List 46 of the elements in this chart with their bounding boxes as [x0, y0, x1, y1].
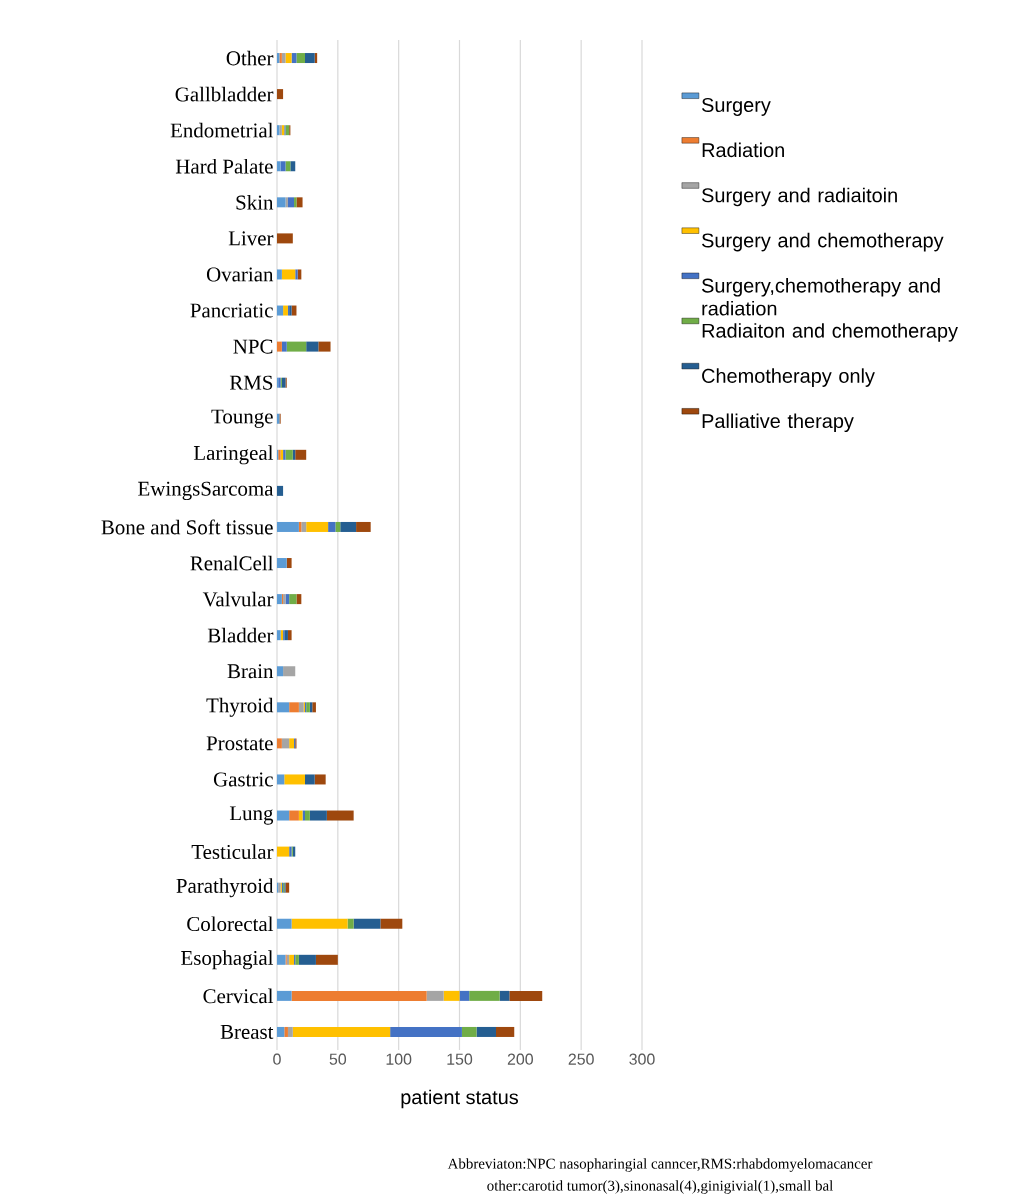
y-tick-label: RMS [229, 375, 273, 390]
legend-label: Palliative therapy [702, 413, 854, 433]
y-tick-label: Gastric [213, 772, 273, 787]
legend-label: Chemotherapy only [702, 368, 875, 387]
x-axis-title: patient status [401, 1089, 519, 1109]
y-tick-label: Cervical [203, 988, 274, 1004]
y-tick-label: Bladder [207, 627, 274, 643]
y-tick-label: Breast [220, 1025, 274, 1039]
legend-label: Surgery,chemotherapy and radiation [702, 278, 940, 316]
y-tick-label: Liver [228, 231, 274, 246]
y-tick-label: Brain [227, 664, 274, 679]
y-tick-label: Endometrial [170, 122, 274, 138]
legend-label: Surgery and chemotherapy [702, 232, 944, 252]
y-tick-label: Valvular [202, 591, 274, 607]
x-tick-label: 50 [329, 1053, 347, 1065]
y-tick-label: Parathyroid [176, 878, 274, 898]
y-tick-label: Thyroid [206, 697, 274, 717]
y-tick-label: Skin [236, 194, 274, 210]
y-tick-label: Lung [229, 806, 274, 825]
text: Abbreviaton:NPC nasopharingial canncer,RMS:rhabdomyelomacancer [447, 1158, 873, 1172]
y-tick-label: Laringeal [193, 445, 274, 465]
y-tick-label: Pancriatic [190, 303, 273, 318]
y-tick-label: RenalCell [190, 555, 274, 571]
x-tick-label: 150 [447, 1053, 473, 1065]
y-tick-label: NPC [233, 339, 273, 354]
x-tick-label: 100 [386, 1053, 412, 1065]
y-tick-label: Colorectal [187, 916, 274, 932]
x-tick-label: 0 [273, 1053, 281, 1065]
legend-label: Radiation [702, 142, 784, 158]
y-tick-label: Prostate [206, 736, 273, 751]
y-tick-label: Bone and Soft tissue [101, 519, 273, 535]
legend-label: Surgery [702, 97, 771, 116]
y-tick-label: Hard Palate [175, 158, 273, 174]
x-tick-label: 200 [507, 1053, 533, 1065]
y-tick-label: Ovarian [206, 267, 274, 282]
x-tick-label: 250 [568, 1053, 594, 1065]
y-tick-label: Other [226, 50, 274, 66]
x-tick-label: 300 [629, 1053, 655, 1065]
legend-label: Radiaiton and chemotherapy [702, 323, 958, 342]
y-tick-label: Testicular [191, 844, 274, 859]
y-tick-label: Esophagial [181, 950, 274, 970]
legend-label: Surgery and radiaitoin [702, 187, 897, 207]
y-tick-label: Tounge [211, 409, 273, 428]
y-tick-label: EwingsSarcoma [138, 481, 274, 501]
y-tick-label: Gallbladder [175, 86, 274, 102]
text: other:carotid tumor(3),sinonasal(4),ginigivial(1),small bal [487, 1180, 833, 1194]
